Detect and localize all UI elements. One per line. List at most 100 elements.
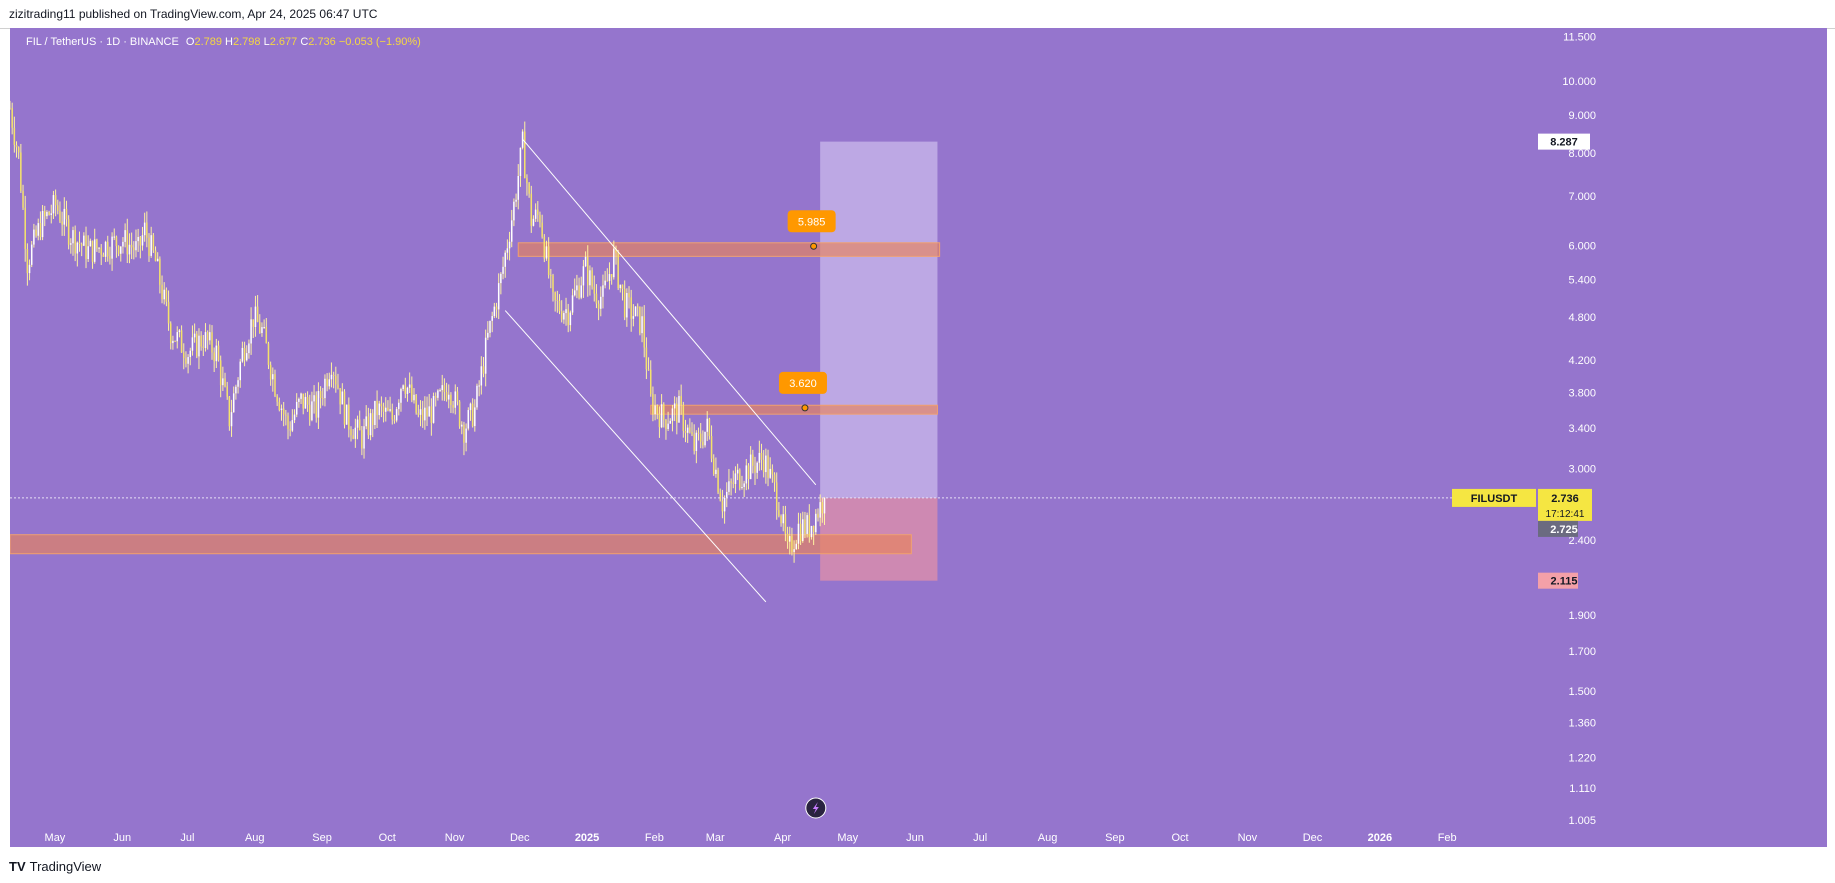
candle-body-86 [196,333,198,357]
candle-body-230 [508,241,511,249]
candle-body-356 [782,514,784,524]
candle-body-311 [684,430,687,433]
candle-body-371 [815,513,817,533]
candle-body-150 [335,375,337,385]
candle-body-350 [769,468,771,478]
candle-body-143 [319,391,322,399]
candle-body-132 [295,401,298,415]
candle-body-52 [122,241,124,247]
candle-body-302 [665,419,667,430]
candle-body-221 [489,320,491,333]
candle-body-6 [22,190,24,208]
y-tick-13: 1.900 [1568,610,1596,622]
chart-area[interactable]: 5.985 3.620 11.500 10.000 9.000 8.000 7.000 6.… [9,28,1827,847]
candle-body-217 [480,366,483,386]
candle-body-92 [209,332,211,341]
candle-body-327 [719,492,722,501]
candle-body-116 [261,327,263,334]
candle-body-358 [786,533,789,542]
candle-body-89 [202,346,205,348]
candle-body-257 [567,309,569,326]
candle-body-196 [434,395,437,398]
candle-body-254 [560,311,563,320]
candle-body-96 [217,345,220,361]
candle-body-222 [491,316,493,321]
candle-body-334 [734,473,737,484]
candle-body-8 [26,248,29,274]
candle-body-272 [600,296,602,309]
candle-body-363 [797,523,800,544]
candle-body-365 [802,519,804,542]
candle-body-264 [582,266,585,286]
candle-body-321 [706,418,708,432]
candle-body-183 [406,387,409,394]
tradingview-brand: TradingView [29,859,102,874]
candle-body-274 [604,280,606,286]
candle-body-192 [426,407,428,417]
candle-body-323 [710,436,713,459]
candle-body-152 [339,388,341,405]
last-price: 2.736 [1551,493,1579,505]
candle-body-84 [191,337,194,351]
candle-body-353 [775,482,778,511]
price-labels: 8.287 FILUSDT 2.736 17:12:41 2.725 2.115 [1452,133,1592,589]
x-tick-1: Jun [113,832,131,844]
chart-svg[interactable]: 5.985 3.620 11.500 10.000 9.000 8.000 7.000 6.… [9,28,1827,847]
candle-body-361 [793,549,795,553]
candle-body-17 [46,211,48,217]
candle-body-345 [758,452,761,463]
tradingview-logo[interactable]: TV TradingView [9,859,101,874]
candle-body-145 [324,378,326,399]
candle-body-54 [126,230,129,255]
candle-body-301 [663,404,665,420]
candle-body-336 [739,469,741,489]
candle-body-194 [430,406,433,423]
zone-1 [650,404,938,415]
x-tick-19: Dec [1303,832,1323,844]
candle-body-21 [54,195,57,206]
candle-body-25 [63,208,66,225]
candle-body-99 [224,378,226,387]
candle-body-40 [96,239,98,249]
candle-body-307 [676,403,678,423]
misc [805,797,827,819]
candle-body-180 [400,389,402,403]
legend-low-label: L [263,36,270,48]
candle-body-280 [617,252,619,289]
candle-body-130 [291,420,294,431]
candle-body-207 [458,401,461,427]
candle-body-109 [245,353,248,361]
x-tick-8: 2025 [575,832,599,844]
candle-body-318 [699,433,702,442]
candle-body-372 [817,513,819,518]
candle-body-209 [463,424,465,443]
candle-body-176 [391,409,394,420]
candle-body-20 [52,195,55,214]
candle-body-36 [87,246,89,260]
candle-body-210 [465,428,467,443]
x-tick-17: Oct [1171,832,1188,844]
candle-body-295 [649,369,652,394]
candle-body-285 [628,292,630,298]
candle-body-162 [361,430,363,449]
tradingview-logo-icon: TV [9,859,26,874]
candle-body-335 [736,469,739,474]
candle-body-186 [413,394,415,401]
candle-body-9 [28,264,31,274]
candle-body-339 [745,465,748,484]
candle-body-249 [550,275,552,277]
candle-body-199 [441,385,443,391]
candle-body-101 [228,396,231,427]
candle-body-245 [541,222,543,237]
candle-body-124 [278,401,281,411]
candles [9,100,826,563]
candle-body-97 [219,360,222,386]
x-tick-15: Aug [1038,832,1058,844]
candle-body-277 [610,274,613,278]
candle-body-242 [534,209,537,219]
callout-point-0 [810,242,818,250]
lightning-glyph [812,802,819,814]
candle-body-322 [708,418,711,437]
candle-body-144 [322,398,324,400]
legend-open-label: O [185,36,195,48]
